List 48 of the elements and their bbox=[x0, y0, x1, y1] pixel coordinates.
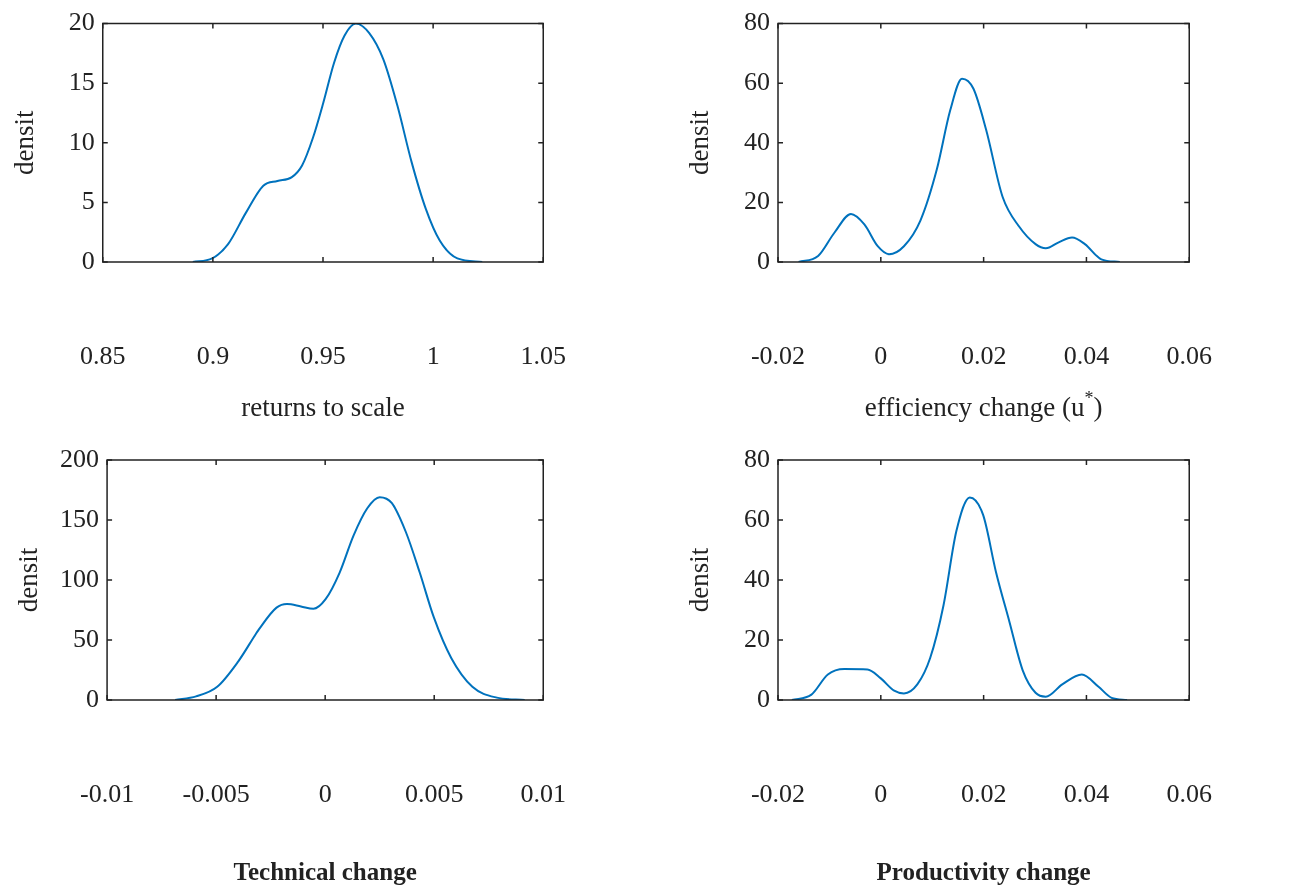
y-axis-title: densit bbox=[13, 547, 44, 613]
x-tick-label: 1 bbox=[426, 341, 440, 371]
y-tick-label: 5 bbox=[81, 186, 95, 216]
x-tick-label: 0.04 bbox=[1063, 779, 1110, 809]
x-tick-label: 0.01 bbox=[520, 779, 566, 809]
x-tick-label: -0.02 bbox=[750, 341, 806, 371]
x-tick-label: 0 bbox=[318, 779, 332, 809]
y-axis-title: densit bbox=[684, 110, 714, 176]
y-tick-label: 0 bbox=[81, 245, 95, 275]
text: Technical change bbox=[233, 858, 417, 885]
x-tick-label: -0.02 bbox=[750, 779, 806, 809]
x-tick-label: 0.005 bbox=[404, 779, 464, 809]
x-tick-label: 0.85 bbox=[80, 341, 126, 371]
y-tick-label: 20 bbox=[68, 7, 95, 37]
y-tick-label: 40 bbox=[744, 563, 770, 593]
x-tick-label: 0.02 bbox=[960, 341, 1007, 371]
y-tick-label: 40 bbox=[744, 126, 770, 156]
x-tick-label: -0.005 bbox=[182, 779, 250, 809]
y-tick-label: 200 bbox=[60, 443, 100, 473]
y-tick-label: 80 bbox=[744, 7, 770, 37]
y-tick-label: 60 bbox=[744, 67, 770, 97]
x-tick-label: 0.04 bbox=[1063, 341, 1110, 371]
y-tick-label: 0 bbox=[86, 683, 100, 713]
y-tick-label: 0 bbox=[757, 683, 770, 713]
y-tick-label: 80 bbox=[744, 443, 770, 473]
y-tick-label: 20 bbox=[744, 623, 770, 653]
x-tick-label: 0.95 bbox=[300, 341, 346, 371]
y-tick-label: 100 bbox=[60, 563, 100, 593]
y-tick-label: 20 bbox=[744, 186, 770, 216]
x-tick-label: 0.06 bbox=[1166, 341, 1212, 371]
x-tick-label: -0.01 bbox=[79, 779, 135, 809]
x-tick-label: 0.02 bbox=[960, 779, 1007, 809]
x-tick-label: 0.9 bbox=[196, 341, 230, 371]
y-tick-label: 150 bbox=[60, 503, 100, 533]
x-tick-label: 0.06 bbox=[1166, 779, 1212, 809]
y-axis-title: densit bbox=[684, 547, 714, 613]
x-tick-label: 0 bbox=[874, 341, 888, 371]
x-axis-title: returns to scale bbox=[241, 392, 405, 422]
x-axis-title: efficiency change (u*) bbox=[864, 387, 1103, 422]
y-tick-label: 50 bbox=[73, 623, 100, 653]
x-tick-label: 1.05 bbox=[520, 341, 566, 371]
y-tick-label: 60 bbox=[744, 503, 770, 533]
text: Productivity change bbox=[876, 858, 1091, 885]
y-tick-label: 10 bbox=[68, 126, 95, 156]
y-axis-title: densit bbox=[8, 110, 39, 176]
y-tick-label: 15 bbox=[68, 67, 95, 97]
x-tick-label: 0 bbox=[874, 779, 888, 809]
y-tick-label: 0 bbox=[757, 245, 770, 275]
